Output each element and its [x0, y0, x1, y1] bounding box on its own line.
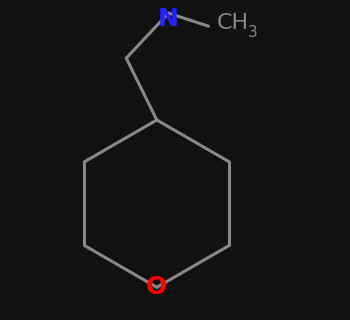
Text: 3: 3: [248, 25, 258, 40]
Text: N: N: [158, 7, 179, 31]
Text: O: O: [146, 275, 167, 299]
Text: CH: CH: [217, 12, 249, 33]
